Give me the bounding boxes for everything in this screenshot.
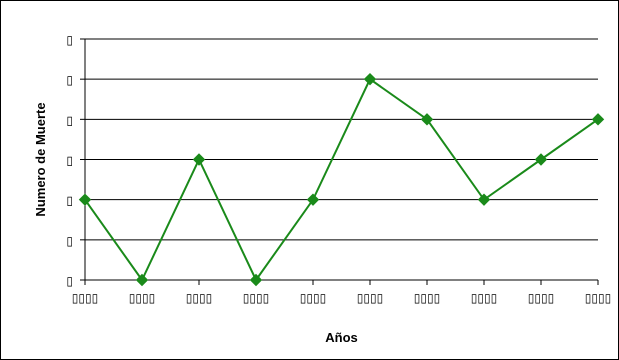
data-point-4: [306, 193, 320, 206]
y-tick-labels: ▯ ▯ ▯ ▯ ▯ ▯ ▯: [66, 33, 73, 288]
x-tick-label: ▯▯▯▯: [414, 291, 440, 305]
y-tick-label: ▯: [66, 33, 73, 47]
y-tick-label: ▯: [66, 274, 73, 288]
axes: [84, 39, 598, 281]
x-tick-label: ▯▯▯▯: [129, 291, 155, 305]
data-point-9: [591, 113, 605, 126]
y-axis-title: Numero de Muerte: [33, 102, 48, 216]
x-tick-label: ▯▯▯▯: [471, 291, 497, 305]
x-tick-label: ▯▯▯▯: [357, 291, 383, 305]
x-axis-title: Años: [325, 330, 358, 345]
data-point-7: [477, 193, 491, 206]
data-point-8: [534, 153, 548, 166]
x-tick-label: ▯▯▯▯: [243, 291, 269, 305]
y-tick-label: ▯: [66, 73, 73, 87]
data-point-0: [78, 193, 92, 206]
data-point-1: [135, 273, 149, 287]
series-line: [84, 77, 599, 282]
y-tick-label: ▯: [66, 113, 73, 127]
x-tick-label: ▯▯▯▯: [72, 291, 98, 305]
x-tick-label: ▯▯▯▯: [528, 291, 554, 305]
x-tick-label: ▯▯▯▯: [585, 291, 611, 305]
y-tick-label: ▯: [66, 154, 73, 168]
y-tick-label: ▯: [66, 234, 73, 248]
data-point-6: [420, 113, 434, 126]
data-point-5: [363, 72, 377, 86]
x-tick-label: ▯▯▯▯: [186, 291, 212, 305]
series-line-group: [84, 77, 599, 282]
y-tick-label: ▯: [66, 194, 73, 208]
data-point-2: [192, 153, 206, 166]
data-point-markers: [78, 72, 605, 287]
x-tick-labels: ▯▯▯▯ ▯▯▯▯ ▯▯▯▯ ▯▯▯▯ ▯▯▯▯ ▯▯▯▯ ▯▯▯▯ ▯▯▯▯ ▯▯▯▯ ▯▯▯▯: [72, 291, 611, 305]
x-tick-label: ▯▯▯▯: [300, 291, 326, 305]
data-point-3: [249, 273, 263, 287]
